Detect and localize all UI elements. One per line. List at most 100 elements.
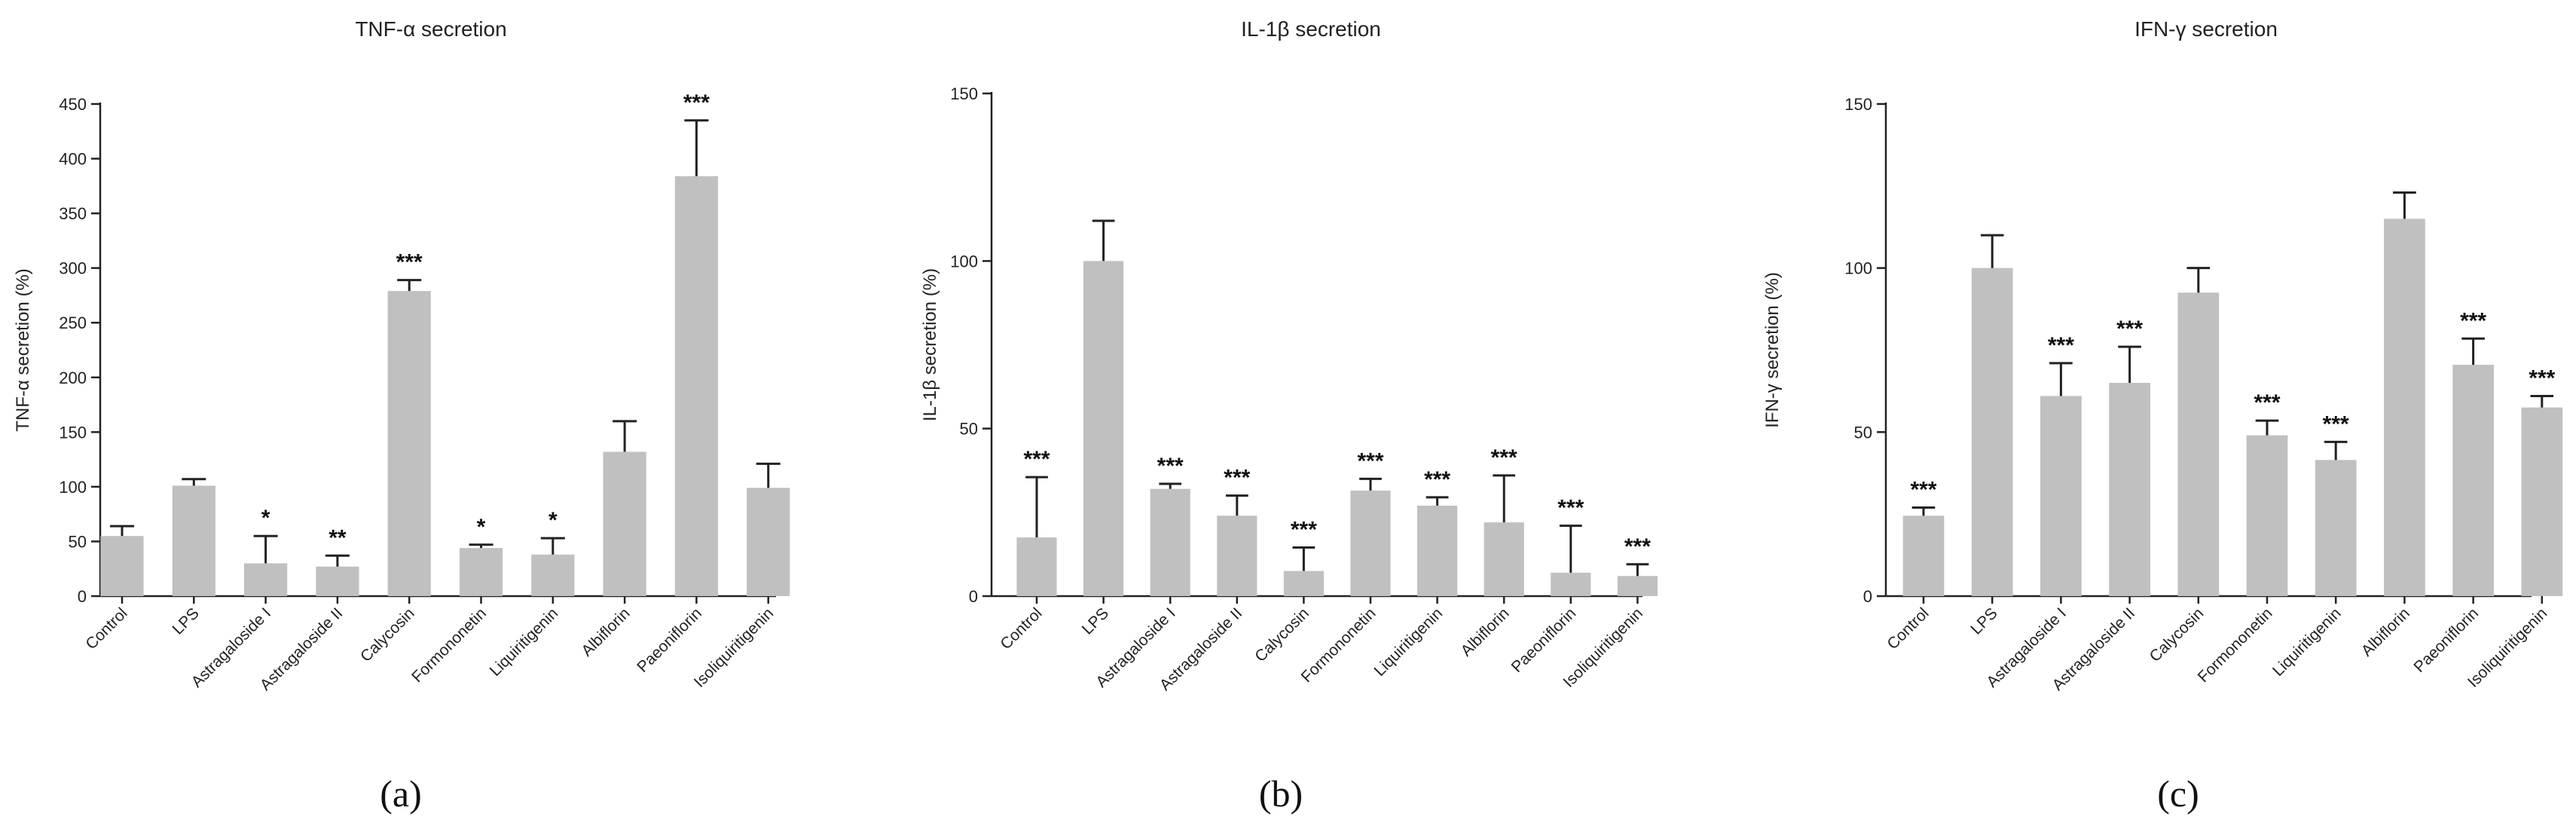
y-tick-label: 50 xyxy=(960,420,978,439)
significance-label: *** xyxy=(1157,454,1184,479)
y-tick-label: 400 xyxy=(59,150,87,169)
bar xyxy=(1484,522,1524,596)
panel-label: (a) xyxy=(380,772,422,815)
x-tick-label: Liquiritigenin xyxy=(2269,604,2345,680)
significance-label: *** xyxy=(2323,411,2349,436)
x-tick-label: Control xyxy=(82,604,130,653)
bar xyxy=(172,485,215,596)
significance-label: * xyxy=(261,506,270,531)
y-tick-label: 50 xyxy=(1854,423,1872,442)
bar xyxy=(747,488,790,596)
bar xyxy=(1971,268,2013,596)
significance-label: *** xyxy=(2460,308,2486,333)
x-tick-label: Paeoniflorin xyxy=(634,604,705,676)
bar xyxy=(1902,515,1945,596)
bar xyxy=(1283,570,1324,596)
significance-label: *** xyxy=(1491,445,1517,470)
y-tick-label: 150 xyxy=(59,423,87,442)
y-tick-label: 100 xyxy=(950,252,978,271)
chart-title: TNF-α secretion xyxy=(355,17,506,41)
panel-label: (c) xyxy=(2157,772,2199,815)
significance-label: *** xyxy=(1291,518,1317,543)
chart-panel-c: IFN-γ secretion IFN-γ secretion (%) 0 50 100… xyxy=(1762,17,2563,815)
y-tick-label: 0 xyxy=(1863,587,1872,606)
x-tick-label: Calycosin xyxy=(1251,604,1312,665)
bar xyxy=(316,566,359,596)
significance-label: *** xyxy=(396,250,423,275)
significance-label: *** xyxy=(1023,447,1050,472)
y-tick-label: 0 xyxy=(969,587,978,606)
x-tick-label: Liquiritigenin xyxy=(487,604,562,680)
significance-label: * xyxy=(477,515,486,540)
bar xyxy=(1551,572,1591,596)
y-tick-label: 100 xyxy=(1844,259,1872,278)
bar xyxy=(603,451,646,596)
chart-title: IFN-γ secretion xyxy=(2134,17,2278,41)
x-tick-label: Liquiritigenin xyxy=(1371,604,1446,680)
y-tick-label: 250 xyxy=(59,314,87,332)
x-tick-label: LPS xyxy=(1967,604,2000,638)
y-tick-label: 150 xyxy=(950,84,978,103)
significance-label: * xyxy=(549,508,558,533)
x-tick-label: LPS xyxy=(1079,604,1112,638)
significance-label: *** xyxy=(2048,333,2074,358)
significance-label: *** xyxy=(1910,477,1936,502)
bar xyxy=(2521,407,2563,596)
y-tick-label: 150 xyxy=(1844,95,1872,114)
x-tick-label: Formononetin xyxy=(408,604,490,686)
y-tick-label: 100 xyxy=(59,478,87,497)
y-tick-label: 450 xyxy=(59,95,87,114)
bar xyxy=(1083,261,1124,596)
x-tick-label: Paeoniflorin xyxy=(1508,604,1580,676)
bar xyxy=(1350,490,1391,596)
y-axis-label: IL-1β secretion (%) xyxy=(920,268,940,421)
chart-panel-b: IL-1β secretion IL-1β secretion (%) 0 50 100… xyxy=(920,17,1658,815)
x-tick-label: Albiflorin xyxy=(1458,604,1513,659)
y-tick-label: 300 xyxy=(59,259,87,278)
significance-label: *** xyxy=(1224,466,1250,491)
bar xyxy=(1217,515,1257,596)
x-tick-label: Calycosin xyxy=(2147,604,2208,665)
bar xyxy=(674,176,718,597)
significance-label: *** xyxy=(2254,390,2280,415)
bar xyxy=(2177,292,2220,596)
bar xyxy=(2246,435,2288,596)
bar xyxy=(459,548,503,596)
x-tick-label: LPS xyxy=(169,604,202,638)
significance-label: *** xyxy=(683,90,710,115)
bar xyxy=(2315,460,2357,596)
significance-label: *** xyxy=(2116,317,2143,341)
significance-label: *** xyxy=(1557,496,1584,521)
chart-title: IL-1β secretion xyxy=(1241,17,1381,41)
bar xyxy=(2452,365,2494,596)
bar xyxy=(2040,396,2082,596)
x-tick-label: Control xyxy=(997,604,1045,653)
x-tick-label: Paeoniflorin xyxy=(2410,604,2482,676)
x-tick-label: Albiflorin xyxy=(2358,604,2413,659)
bar xyxy=(2384,219,2425,596)
y-tick-label: 200 xyxy=(59,369,87,387)
bar xyxy=(244,563,288,596)
y-axis-label: IFN-γ secretion (%) xyxy=(1762,272,1783,428)
bar xyxy=(1016,537,1057,596)
significance-label: *** xyxy=(1424,467,1450,492)
y-tick-label: 50 xyxy=(69,532,87,551)
bar xyxy=(100,536,144,596)
significance-label: ** xyxy=(328,525,347,550)
significance-label: *** xyxy=(1357,448,1383,473)
significance-label: *** xyxy=(2529,366,2555,390)
y-tick-label: 0 xyxy=(78,587,87,606)
y-tick-label: 350 xyxy=(59,204,87,223)
panel-label: (b) xyxy=(1259,772,1303,815)
x-tick-label: Control xyxy=(1884,604,1932,653)
x-tick-label: Calycosin xyxy=(357,604,418,665)
bar xyxy=(2109,383,2150,596)
bar xyxy=(531,554,575,596)
bar xyxy=(1617,576,1658,596)
bar xyxy=(387,291,431,596)
bar xyxy=(1417,505,1458,596)
y-axis-label: TNF-α secretion (%) xyxy=(13,268,33,432)
x-tick-label: Albiflorin xyxy=(578,604,633,659)
significance-label: *** xyxy=(1624,534,1651,559)
